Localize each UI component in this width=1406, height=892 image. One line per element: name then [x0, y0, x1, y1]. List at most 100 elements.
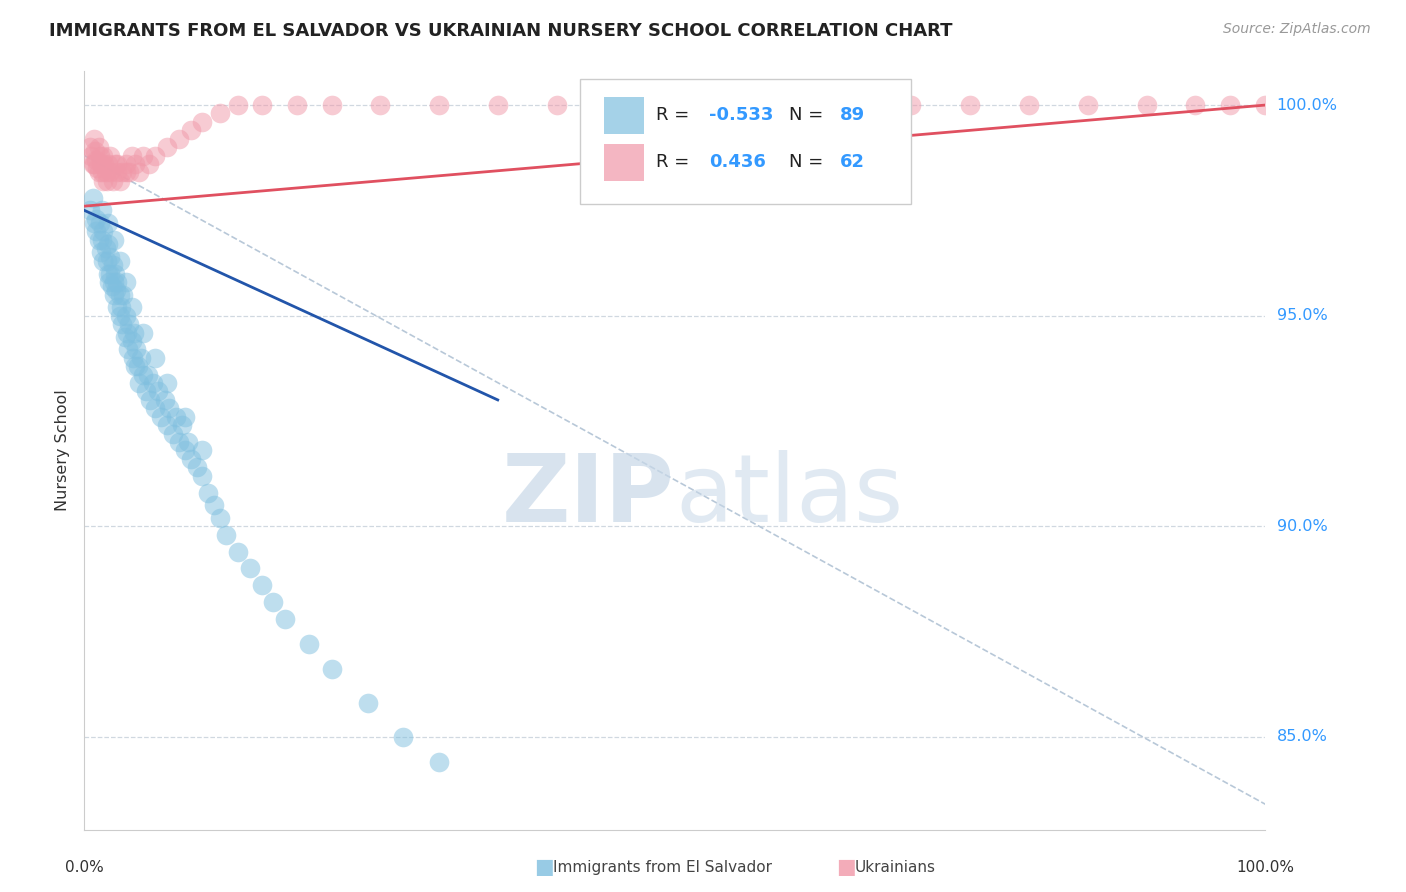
- Point: [121, 148, 143, 162]
- Point: [1219, 98, 1241, 112]
- Point: [841, 98, 863, 112]
- Point: [262, 595, 284, 609]
- Point: [191, 115, 214, 129]
- Point: [782, 98, 804, 112]
- Point: [91, 174, 114, 188]
- Text: Ukrainians: Ukrainians: [855, 860, 936, 874]
- Point: [115, 326, 138, 340]
- Point: [124, 359, 146, 374]
- Text: -0.533: -0.533: [709, 106, 773, 124]
- Point: [118, 165, 141, 179]
- Point: [427, 98, 450, 112]
- Point: [1254, 98, 1277, 112]
- Point: [97, 216, 120, 230]
- Point: [197, 485, 219, 500]
- Point: [83, 132, 105, 146]
- Point: [86, 161, 108, 176]
- Point: [136, 368, 159, 382]
- Point: [150, 409, 173, 424]
- Point: [226, 544, 249, 558]
- Point: [107, 165, 129, 179]
- Point: [900, 98, 922, 112]
- Point: [167, 435, 190, 450]
- Text: 95.0%: 95.0%: [1277, 308, 1327, 323]
- Point: [121, 351, 143, 365]
- Point: [143, 351, 166, 365]
- Text: R =: R =: [657, 153, 695, 171]
- Point: [114, 157, 136, 171]
- Point: [546, 98, 568, 112]
- Point: [104, 267, 127, 281]
- Point: [84, 224, 107, 238]
- Point: [298, 637, 321, 651]
- Point: [132, 148, 155, 162]
- Point: [96, 253, 118, 268]
- Point: [103, 275, 125, 289]
- Text: Immigrants from El Salvador: Immigrants from El Salvador: [553, 860, 772, 874]
- Point: [135, 384, 157, 399]
- Point: [191, 468, 214, 483]
- Point: [108, 174, 131, 188]
- Point: [723, 98, 745, 112]
- Point: [111, 165, 134, 179]
- Point: [239, 561, 262, 575]
- Point: [114, 330, 136, 344]
- Point: [202, 498, 225, 512]
- FancyBboxPatch shape: [605, 96, 644, 134]
- Point: [79, 140, 101, 154]
- Point: [177, 435, 200, 450]
- Point: [1018, 98, 1040, 112]
- Point: [97, 157, 120, 171]
- Point: [118, 317, 141, 331]
- Point: [156, 376, 179, 390]
- Point: [87, 140, 110, 154]
- Point: [143, 148, 166, 162]
- Point: [108, 253, 131, 268]
- Text: atlas: atlas: [675, 450, 903, 542]
- Point: [605, 98, 627, 112]
- Text: IMMIGRANTS FROM EL SALVADOR VS UKRAINIAN NURSERY SCHOOL CORRELATION CHART: IMMIGRANTS FROM EL SALVADOR VS UKRAINIAN…: [49, 22, 953, 40]
- Point: [89, 148, 111, 162]
- Point: [103, 287, 125, 301]
- Point: [89, 216, 111, 230]
- Point: [128, 165, 150, 179]
- Y-axis label: Nursery School: Nursery School: [55, 390, 70, 511]
- Point: [91, 165, 114, 179]
- Point: [100, 279, 122, 293]
- Point: [91, 148, 114, 162]
- Point: [321, 98, 343, 112]
- Text: ■: ■: [837, 857, 856, 877]
- Text: R =: R =: [657, 106, 695, 124]
- Point: [87, 165, 110, 179]
- Point: [368, 98, 391, 112]
- Point: [156, 140, 179, 154]
- Point: [107, 275, 129, 289]
- Point: [91, 224, 114, 238]
- Point: [172, 418, 194, 433]
- Point: [114, 275, 136, 289]
- Point: [80, 148, 103, 162]
- Point: [321, 663, 343, 677]
- Point: [84, 211, 107, 226]
- Point: [83, 157, 105, 171]
- Point: [124, 157, 146, 171]
- Text: 89: 89: [841, 106, 865, 124]
- Point: [226, 98, 249, 112]
- Text: ■: ■: [534, 857, 554, 877]
- Point: [96, 174, 118, 188]
- Point: [127, 359, 149, 374]
- FancyBboxPatch shape: [605, 144, 644, 181]
- Point: [122, 326, 145, 340]
- Point: [101, 174, 124, 188]
- Point: [94, 241, 117, 255]
- Point: [114, 309, 136, 323]
- Point: [121, 300, 143, 314]
- Point: [129, 351, 152, 365]
- Point: [215, 527, 238, 541]
- Point: [250, 578, 273, 592]
- Point: [91, 203, 114, 218]
- Point: [105, 284, 128, 298]
- Point: [103, 233, 125, 247]
- Text: 90.0%: 90.0%: [1277, 519, 1327, 533]
- Point: [108, 309, 131, 323]
